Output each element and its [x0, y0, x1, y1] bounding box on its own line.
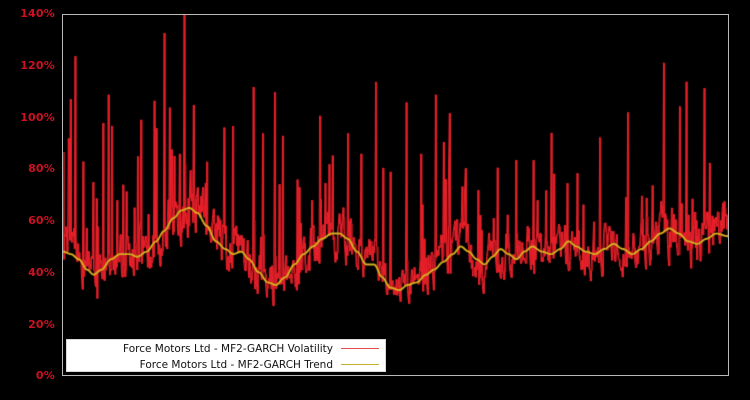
y-axis-tick-80: 80% — [28, 162, 55, 175]
plot-area — [62, 14, 729, 376]
y-axis-tick-40: 40% — [28, 266, 55, 279]
y-axis-tick-140: 140% — [20, 7, 55, 20]
legend-label-volatility: Force Motors Ltd - MF2-GARCH Volatility — [123, 342, 333, 355]
y-axis-tick-120: 120% — [20, 59, 55, 72]
chart-canvas — [63, 15, 728, 375]
y-axis-tick-0: 0% — [35, 369, 55, 382]
legend-label-trend: Force Motors Ltd - MF2-GARCH Trend — [139, 358, 333, 371]
chart-legend: Force Motors Ltd - MF2-GARCH Volatility … — [66, 339, 386, 372]
legend-item-volatility: Force Motors Ltd - MF2-GARCH Volatility — [67, 341, 385, 356]
y-axis-tick-100: 100% — [20, 111, 55, 124]
y-axis-tick-60: 60% — [28, 214, 55, 227]
legend-swatch-volatility-line — [341, 348, 379, 349]
y-axis-tick-20: 20% — [28, 318, 55, 331]
legend-swatch-trend-line — [341, 364, 379, 365]
legend-item-trend: Force Motors Ltd - MF2-GARCH Trend — [67, 357, 385, 372]
